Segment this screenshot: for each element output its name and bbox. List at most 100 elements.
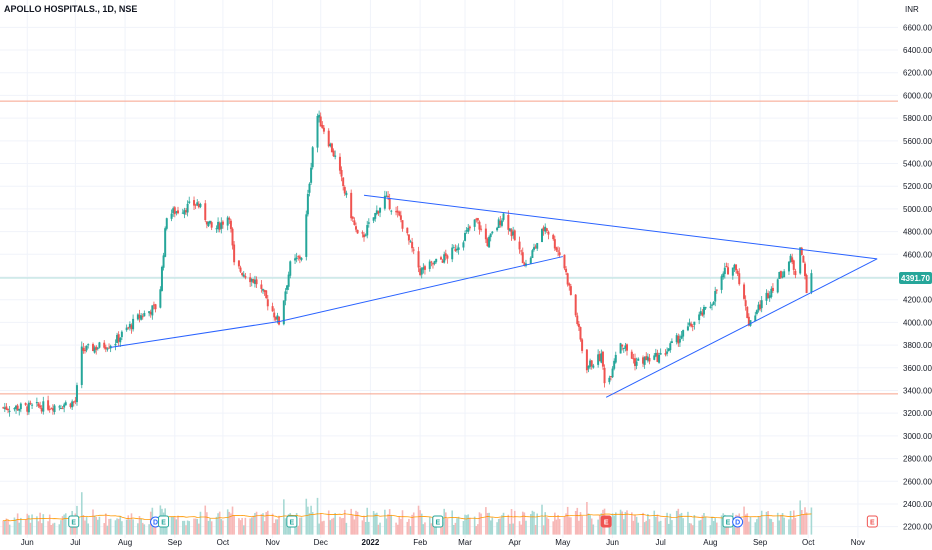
candle-body bbox=[306, 193, 309, 215]
candle-body bbox=[488, 236, 491, 248]
candle-body bbox=[104, 346, 107, 350]
candle-body bbox=[197, 203, 200, 208]
candle-body bbox=[792, 260, 795, 270]
volume-bar bbox=[748, 521, 750, 535]
event-marker-label: E bbox=[726, 520, 731, 527]
volume-bar bbox=[242, 525, 245, 535]
candle-body bbox=[316, 115, 319, 148]
candle-body bbox=[500, 220, 503, 226]
candle-body bbox=[712, 301, 715, 305]
volume-bar bbox=[555, 519, 558, 535]
volume-bar bbox=[733, 522, 736, 535]
candle-body bbox=[776, 279, 779, 293]
candle-body bbox=[441, 260, 444, 263]
candle-body bbox=[308, 183, 311, 193]
candle-body bbox=[239, 267, 242, 272]
candle-body bbox=[688, 322, 691, 326]
candle-body bbox=[454, 248, 457, 252]
volume-bar bbox=[252, 515, 255, 535]
candle-body bbox=[714, 291, 717, 302]
volume-bar bbox=[457, 516, 460, 535]
volume-bar bbox=[132, 519, 134, 535]
volume-bar bbox=[637, 522, 640, 535]
volume-bar bbox=[318, 523, 320, 535]
trendlines[interactable] bbox=[110, 194, 878, 398]
volume-bar bbox=[804, 507, 806, 535]
time-axis[interactable]: Jun Jul Aug Sep Oct Nov Dec 2022 Feb Mar Apr May Jun… bbox=[21, 538, 865, 547]
volume-bar bbox=[754, 522, 757, 535]
volume-bar bbox=[294, 523, 296, 535]
candle-body bbox=[480, 228, 483, 230]
candle-body bbox=[778, 271, 781, 279]
candle-body bbox=[767, 293, 770, 299]
volume-bar bbox=[441, 522, 444, 535]
volume-bar bbox=[127, 515, 130, 535]
volume-bar bbox=[13, 517, 16, 535]
candle-body bbox=[42, 401, 45, 412]
price-tick-label: 4800.00 bbox=[903, 228, 932, 237]
candle-body bbox=[532, 247, 535, 250]
volume-bar bbox=[249, 518, 251, 535]
volume-bar bbox=[800, 510, 803, 535]
candle-body bbox=[496, 227, 499, 231]
volume-bar bbox=[226, 509, 229, 535]
volume-bar bbox=[409, 526, 412, 535]
volume-bar bbox=[446, 518, 449, 535]
volume-bar bbox=[768, 518, 771, 535]
volume-bar bbox=[521, 511, 524, 535]
volume-bar bbox=[48, 514, 51, 535]
volume-bar bbox=[228, 511, 231, 535]
volume-bar bbox=[198, 523, 200, 535]
volume-bar bbox=[82, 515, 85, 535]
candle-body bbox=[735, 264, 738, 271]
volume-bar bbox=[507, 514, 510, 535]
candle-body bbox=[701, 312, 704, 316]
volume-bar bbox=[353, 519, 356, 535]
volume-bar bbox=[361, 520, 364, 535]
volume-bar bbox=[106, 525, 109, 535]
candle-body bbox=[165, 218, 168, 229]
volume-bar bbox=[444, 512, 447, 535]
candle-body bbox=[592, 365, 595, 368]
volume-bar bbox=[193, 518, 195, 535]
candle-body bbox=[116, 335, 119, 343]
candle-body bbox=[600, 353, 603, 363]
candle-body bbox=[787, 261, 790, 272]
volume-bar bbox=[138, 515, 141, 535]
candle-body bbox=[40, 408, 43, 412]
volume-bar bbox=[709, 525, 712, 535]
price-tick-label: 6200.00 bbox=[903, 69, 932, 78]
volume-bar bbox=[329, 520, 332, 535]
volume-bar bbox=[109, 518, 112, 535]
candle-body bbox=[430, 261, 433, 263]
volume-bar bbox=[284, 518, 287, 535]
candle-body bbox=[625, 344, 628, 351]
volume-bar bbox=[614, 512, 617, 535]
candle-body bbox=[419, 268, 422, 275]
volume-bar bbox=[480, 513, 482, 535]
volume-bar bbox=[196, 518, 199, 535]
candle-body bbox=[653, 355, 656, 360]
candle-body bbox=[547, 231, 550, 235]
volume-bar bbox=[345, 522, 348, 535]
candle-body bbox=[725, 266, 728, 268]
candle-body bbox=[204, 203, 207, 221]
volume-bar bbox=[8, 524, 11, 535]
last-price-badge-bg bbox=[899, 271, 932, 284]
volume-bar bbox=[351, 514, 354, 535]
candle-body bbox=[85, 345, 88, 351]
candle-body bbox=[422, 267, 425, 270]
candle-body bbox=[613, 360, 616, 369]
volume-bar bbox=[254, 513, 256, 535]
candles bbox=[2, 110, 813, 417]
volume-bar bbox=[368, 521, 370, 535]
candle-body bbox=[209, 220, 212, 224]
candle-body bbox=[452, 247, 455, 249]
candle-body bbox=[720, 276, 723, 290]
volume-bar bbox=[260, 514, 263, 535]
candle-body bbox=[693, 321, 696, 325]
candle-body bbox=[185, 210, 188, 213]
candle-body bbox=[160, 266, 163, 291]
